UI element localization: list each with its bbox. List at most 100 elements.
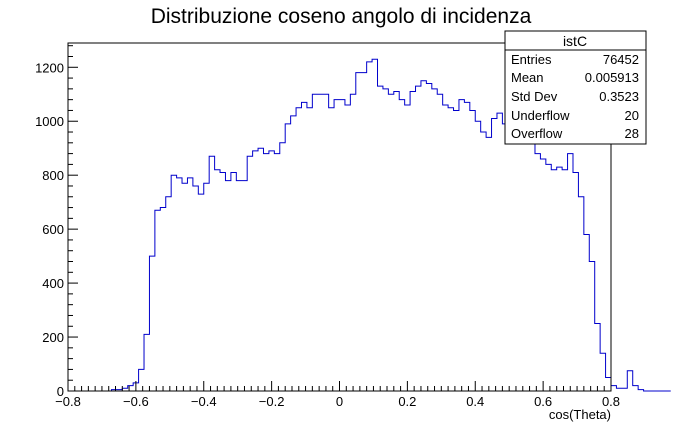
histogram-bin <box>589 262 594 391</box>
histogram-bin <box>475 121 480 391</box>
histogram-bin <box>242 181 247 391</box>
stats-value-std-dev: 0.3523 <box>599 89 639 104</box>
histogram-bin <box>149 256 154 391</box>
histogram-bin <box>551 170 556 391</box>
histogram-bin <box>372 59 377 391</box>
x-axis: −0.8 −0.6 −0.4 −0.2 0 0.2 0.4 0.6 0.8 <box>55 381 620 409</box>
histogram-bin <box>350 94 355 391</box>
histogram-bin <box>128 386 133 391</box>
stats-label-entries: Entries <box>511 52 552 67</box>
x-tick-label: −0.4 <box>191 394 217 409</box>
histogram-bin <box>502 124 507 391</box>
histogram-bin <box>405 105 410 391</box>
histogram-bin <box>497 113 502 391</box>
histogram-bin <box>535 154 540 391</box>
y-tick-label: 600 <box>42 222 64 237</box>
stats-label-std-dev: Std Dev <box>511 89 558 104</box>
stats-label-underflow: Underflow <box>511 108 570 123</box>
histogram-bin <box>464 102 469 391</box>
x-tick-label: 0.6 <box>534 394 552 409</box>
histogram-bin <box>622 388 627 391</box>
histogram-bin <box>171 175 176 391</box>
histogram-bin <box>606 378 611 391</box>
histogram-bin <box>166 197 171 391</box>
histogram-bin <box>595 324 600 391</box>
histogram-bin <box>361 73 366 391</box>
histogram-bin <box>209 156 214 391</box>
histogram-bin <box>231 172 236 391</box>
histogram-bin <box>562 170 567 391</box>
histogram-bin <box>269 151 274 391</box>
histogram-bin <box>573 172 578 391</box>
histogram-bin <box>356 73 361 391</box>
histogram-bin <box>584 235 589 391</box>
x-tick-label: 0 <box>336 394 343 409</box>
histogram-bin <box>274 154 279 391</box>
stats-value-underflow: 20 <box>625 108 639 123</box>
y-axis: 0 200 400 600 800 1000 1200 <box>35 45 78 399</box>
stats-value-overflow: 28 <box>625 126 639 141</box>
histogram-bin <box>204 183 209 391</box>
histogram-bin <box>367 62 372 391</box>
stats-box-title: istC <box>563 33 587 49</box>
stats-box: istC Entries 76452 Mean 0.005913 Std Dev… <box>504 30 647 145</box>
histogram-bin <box>225 181 230 391</box>
histogram-bin <box>334 100 339 391</box>
histogram-bin <box>258 148 263 391</box>
histogram-bin <box>155 210 160 391</box>
histogram-outline <box>68 58 671 392</box>
x-axis-title: cos(Theta) <box>549 407 611 422</box>
histogram-bin <box>220 172 225 391</box>
y-tick-label: 1000 <box>35 114 64 129</box>
histogram-bin <box>611 386 616 391</box>
histogram-bin <box>633 386 638 391</box>
histogram-bin <box>470 110 475 391</box>
histogram-bin <box>568 154 573 391</box>
histogram-bin <box>421 81 426 391</box>
y-tick-label: 800 <box>42 168 64 183</box>
histogram-bin <box>285 124 290 391</box>
chart-title: Distribuzione coseno angolo di incidenza <box>151 5 532 28</box>
histogram-bin <box>383 89 388 391</box>
histogram-bin <box>546 164 551 391</box>
x-tick-label: −0.2 <box>259 394 285 409</box>
histogram-bin <box>443 105 448 391</box>
histogram-bin <box>508 137 513 391</box>
y-tick-label: 200 <box>42 330 64 345</box>
x-tick-label: −0.6 <box>123 394 149 409</box>
histogram-bin <box>410 92 415 391</box>
histogram-bin <box>616 388 621 391</box>
histogram-bin <box>530 137 535 391</box>
x-tick-label: 0.8 <box>602 394 620 409</box>
histogram-bin <box>426 83 431 391</box>
histogram-bin <box>139 369 144 391</box>
histogram-bin <box>182 183 187 391</box>
histogram-bin <box>627 371 632 391</box>
histogram-bars <box>68 58 671 392</box>
histogram-bin <box>318 94 323 391</box>
histogram-bin <box>247 156 252 391</box>
histogram-bin <box>291 116 296 391</box>
histogram-bin <box>198 194 203 391</box>
histogram-bin <box>160 208 165 391</box>
histogram-bin <box>394 92 399 391</box>
histogram-bin <box>437 94 442 391</box>
histogram-bin <box>193 186 198 391</box>
y-tick-label: 400 <box>42 276 64 291</box>
x-tick-label: −0.8 <box>55 394 81 409</box>
histogram-bin <box>454 110 459 391</box>
histogram-bin <box>448 108 453 391</box>
histogram-bin <box>323 94 328 391</box>
x-tick-label: 0.4 <box>466 394 484 409</box>
histogram-bin <box>513 132 518 391</box>
histogram-bin <box>301 102 306 391</box>
stats-value-mean: 0.005913 <box>585 70 639 85</box>
histogram-bin <box>253 151 258 391</box>
histogram-bin <box>187 178 192 391</box>
histogram-bin <box>296 108 301 391</box>
y-tick-label: 1200 <box>35 60 64 75</box>
histogram-bin <box>557 167 562 391</box>
histogram-bin <box>492 119 497 391</box>
histogram-bin <box>600 353 605 391</box>
